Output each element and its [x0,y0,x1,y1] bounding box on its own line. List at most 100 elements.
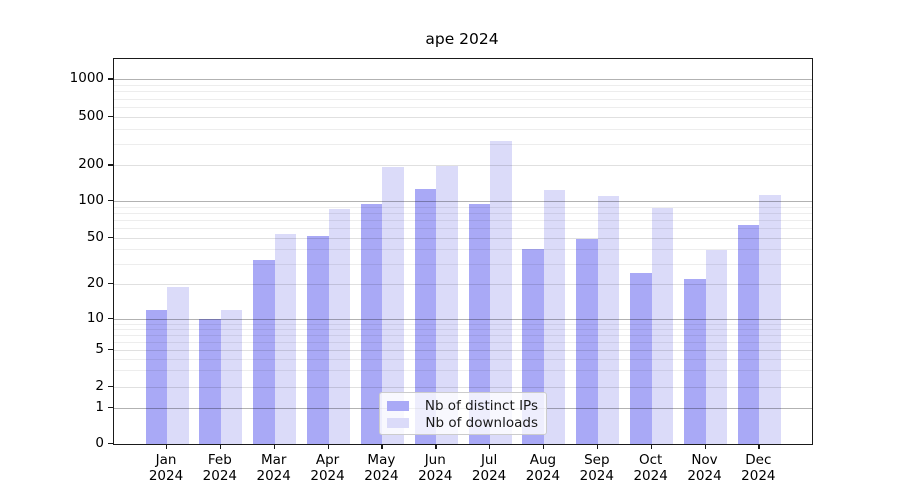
y-tick-mark [108,200,113,202]
y-tick-label: 0 [95,435,104,451]
gridline [114,358,812,360]
y-tick-mark [108,349,113,351]
gridline [114,85,812,87]
gridline [114,334,812,336]
gridline [114,341,812,343]
bar-downloads-apr [328,209,351,444]
gridline [114,386,812,388]
gridline [114,238,812,239]
bar-downloads-nov [705,250,727,444]
gridline [114,228,812,230]
y-tick-mark [108,116,113,118]
x-tick-label: Oct 2024 [633,452,668,484]
gridline [114,98,812,100]
plot-area [113,58,813,445]
y-tick-mark [108,78,113,80]
x-tick-label: Feb 2024 [202,452,238,484]
bar-downloads-aug [543,189,566,444]
gridline [114,79,812,81]
legend: Nb of distinct IPs Nb of downloads [379,392,547,435]
gridline [114,350,812,351]
gridline [114,370,812,372]
bar-distinct-ips-apr [307,235,329,444]
bar-distinct-ips-nov [684,279,706,444]
x-tick-mark [273,444,276,449]
y-tick-label: 500 [78,108,104,124]
bar-downloads-jul [490,141,512,444]
gridline [114,206,812,208]
bar-distinct-ips-dec [737,224,760,444]
gridline [114,201,812,202]
bar-downloads-sep [597,196,620,444]
bar-downloads-may [382,167,404,444]
x-tick-mark [704,444,706,449]
x-tick-mark [219,444,222,449]
x-tick-label: Nov 2024 [687,452,722,484]
bar-downloads-mar [274,233,297,444]
y-tick-label: 200 [78,156,104,173]
x-tick-mark [327,444,329,449]
gridline [114,143,812,145]
y-tick-mark [108,237,113,239]
x-tick-label: Apr 2024 [310,452,345,484]
y-tick-mark [108,164,113,166]
gridline [114,128,812,130]
y-tick-label: 1 [95,398,104,415]
x-tick-mark [650,444,653,449]
x-tick-mark [758,444,760,449]
gridline [114,323,812,325]
gridline [114,284,812,285]
y-tick-label: 100 [78,192,104,208]
bar-downloads-oct [651,208,674,444]
y-tick-label: 2 [95,377,104,394]
y-tick-label: 10 [86,310,104,326]
x-tick-label: Jan 2024 [148,452,184,484]
y-tick-label: 50 [86,229,104,245]
gridline [114,328,812,330]
grid-layer [114,59,812,444]
bar-downloads-jan [167,286,189,444]
gridline [114,263,812,265]
x-tick-label: Sep 2024 [579,452,614,484]
y-tick-label: 5 [95,341,104,357]
x-tick-mark [542,444,545,449]
gridline [114,91,812,93]
y-tick-mark [108,406,113,409]
legend-swatch-downloads [387,418,409,428]
bar-downloads-jun [436,165,458,444]
y-tick-mark [108,318,113,320]
bar-downloads-feb [220,309,243,444]
legend-item-distinct-ips: Nb of distinct IPs [387,398,538,414]
gridline [114,117,812,118]
gridline [114,107,812,109]
chart-title: ape 2024 [425,30,499,48]
x-tick-label: Jun 2024 [418,452,453,484]
legend-item-downloads: Nb of downloads [387,415,538,431]
gridline [114,220,812,222]
x-tick-label: Aug 2024 [525,452,561,484]
x-tick-mark [489,444,491,449]
bar-downloads-dec [759,195,781,444]
y-tick-label: 20 [86,275,104,291]
y-tick-mark [108,385,113,388]
x-tick-label: May 2024 [364,452,399,484]
x-tick-mark [435,444,437,449]
bar-distinct-ips-jul [468,203,491,444]
x-tick-label: Mar 2024 [256,452,291,484]
legend-label-distinct-ips: Nb of distinct IPs [424,398,538,414]
y-tick-mark [108,283,113,285]
gridline [114,319,812,320]
gridline [114,165,812,167]
bar-distinct-ips-mar [253,260,275,444]
x-tick-mark [166,444,168,449]
bar-distinct-ips-jan [145,309,167,444]
x-tick-mark [596,444,599,449]
gridline [114,212,812,214]
bar-distinct-ips-may [360,204,383,444]
x-tick-mark [381,444,383,449]
x-tick-label: Jul 2024 [471,452,507,484]
bar-distinct-ips-oct [630,272,652,444]
bar-distinct-ips-feb [199,319,221,444]
bar-distinct-ips-sep [576,239,598,444]
